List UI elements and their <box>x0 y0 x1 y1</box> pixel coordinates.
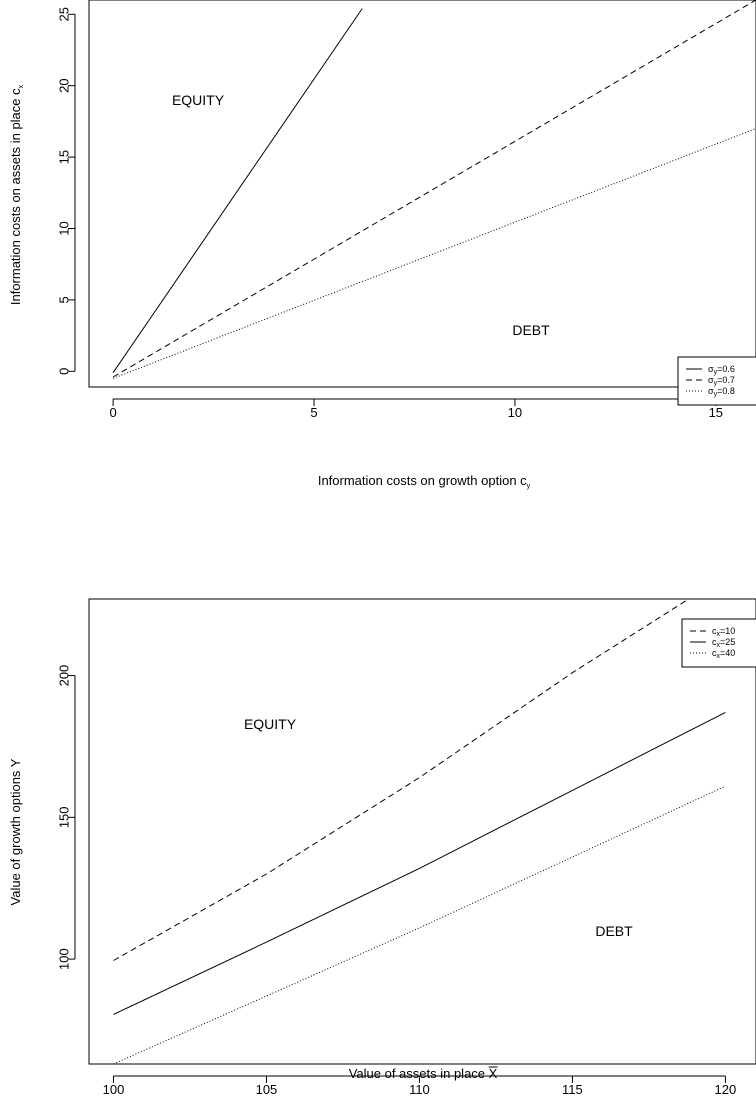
y-tick-label: 0 <box>57 368 72 375</box>
legend-label-symbol: c <box>712 648 717 658</box>
x-tick-label: 100 <box>103 1082 125 1097</box>
legend-label: σy=0.8 <box>708 386 735 398</box>
x-tick-label: 5 <box>310 405 317 420</box>
legend-label-value: =0.8 <box>717 386 735 396</box>
series-group <box>112 0 756 379</box>
series-line-3 <box>112 128 756 379</box>
y-tick-label: 15 <box>57 150 72 164</box>
legend-label: cx=25 <box>712 637 735 649</box>
region-label-debt: DEBT <box>595 923 633 939</box>
x-tick-label: 110 <box>409 1082 430 1097</box>
series-line-3 <box>113 785 726 1064</box>
y-tick-label: 20 <box>57 78 72 92</box>
series-group <box>113 599 726 1064</box>
region-label-debt: DEBT <box>512 322 550 338</box>
legend-label-value: =40 <box>720 648 735 658</box>
y-tick-label: 150 <box>57 806 72 828</box>
axes-group: 0 5 10 15 0 5 10 15 20 25 <box>57 7 724 420</box>
legend-label-value: =0.7 <box>717 375 735 385</box>
plot-area-frame <box>88 598 756 1065</box>
legend: σy=0.6σy=0.7σy=0.8 <box>677 356 756 406</box>
y-tick-label: 100 <box>57 948 72 970</box>
x-axis-title-text: Information costs on growth option c <box>318 473 527 488</box>
series-line-1 <box>112 8 363 373</box>
x-axis-title: Information costs on growth option cy <box>318 473 531 490</box>
legend-label-subscript: x <box>717 653 721 660</box>
y-tick-label: 200 <box>57 665 72 687</box>
y-axis-title: Information costs on assets in place cx <box>8 84 25 305</box>
x-tick-label: 0 <box>109 405 116 420</box>
y-axis-title-subscript: x <box>18 84 25 88</box>
legend-label-symbol: c <box>712 626 717 636</box>
legend-label-subscript: y <box>714 369 718 376</box>
y-axis-title: Value of growth options Y <box>8 758 23 905</box>
legend-label-symbol: σ <box>708 364 714 374</box>
plot-area-frame <box>88 0 756 388</box>
legend-label-symbol: σ <box>708 375 714 385</box>
y-tick-label: 10 <box>57 221 72 235</box>
legend-label: σy=0.6 <box>708 364 735 376</box>
legend-label-subscript: y <box>714 391 718 398</box>
legend-label-symbol: σ <box>708 386 714 396</box>
legend-box <box>681 618 756 668</box>
legend-label-subscript: x <box>717 642 721 649</box>
legend-label: σy=0.7 <box>708 375 735 387</box>
legend-label-subscript: y <box>714 380 718 387</box>
x-tick-label: 115 <box>562 1082 583 1097</box>
legend-label-value: =10 <box>720 626 735 636</box>
series-line-2 <box>112 0 756 378</box>
x-tick-label: 120 <box>715 1082 737 1097</box>
region-label-equity: EQUITY <box>172 92 225 108</box>
y-tick-label: 5 <box>57 296 72 303</box>
legend-label-symbol: c <box>712 637 717 647</box>
axes-group: 100 105 110 115 120 100 150 200 <box>57 665 737 1097</box>
legend-label: cx=40 <box>712 648 735 660</box>
x-axis-title: Value of assets in place X <box>349 1066 498 1081</box>
x-tick-label: 10 <box>508 405 522 420</box>
legend-label-value: =25 <box>720 637 735 647</box>
y-axis-title-text: Information costs on assets in place c <box>8 88 23 305</box>
series-line-1 <box>113 599 689 961</box>
x-tick-label: 15 <box>709 405 723 420</box>
legend-label-value: =0.6 <box>717 364 735 374</box>
y-tick-label: 25 <box>57 7 72 21</box>
legend-box <box>677 356 756 406</box>
legend-label-subscript: x <box>717 631 721 638</box>
series-line-2 <box>113 711 726 1015</box>
x-axis-title-subscript: y <box>527 483 531 490</box>
region-label-equity: EQUITY <box>244 716 297 732</box>
legend-label: cx=10 <box>712 626 735 638</box>
x-tick-label: 105 <box>256 1082 278 1097</box>
